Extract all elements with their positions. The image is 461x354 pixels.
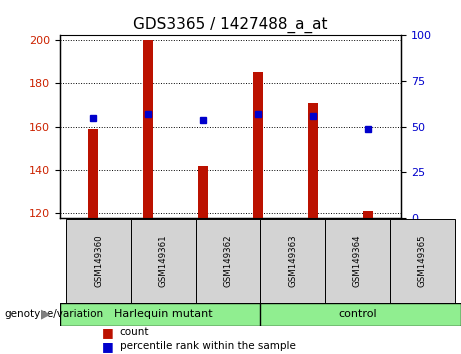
Text: GSM149365: GSM149365 [418, 235, 427, 287]
Text: Harlequin mutant: Harlequin mutant [114, 309, 213, 319]
Text: GSM149363: GSM149363 [288, 235, 297, 287]
Text: GSM149362: GSM149362 [224, 235, 233, 287]
Bar [308, 103, 318, 218]
FancyBboxPatch shape [131, 219, 196, 303]
Text: ■: ■ [101, 326, 113, 338]
FancyBboxPatch shape [260, 219, 325, 303]
FancyBboxPatch shape [196, 219, 260, 303]
FancyBboxPatch shape [60, 303, 461, 326]
Text: GSM149364: GSM149364 [353, 235, 362, 287]
FancyBboxPatch shape [66, 219, 131, 303]
Text: genotype/variation: genotype/variation [5, 309, 104, 319]
Text: ■: ■ [101, 340, 113, 353]
Bar [88, 129, 98, 218]
FancyBboxPatch shape [390, 219, 455, 303]
Title: GDS3365 / 1427488_a_at: GDS3365 / 1427488_a_at [133, 16, 328, 33]
Text: count: count [120, 327, 149, 337]
Text: GSM149361: GSM149361 [159, 235, 168, 287]
Bar [363, 211, 373, 218]
Bar [198, 166, 208, 218]
Bar [143, 40, 153, 218]
Text: percentile rank within the sample: percentile rank within the sample [120, 341, 296, 351]
Text: ▶: ▶ [41, 308, 51, 321]
Text: control: control [338, 309, 377, 319]
FancyBboxPatch shape [325, 219, 390, 303]
Text: GSM149360: GSM149360 [94, 235, 103, 287]
Bar [253, 72, 263, 218]
